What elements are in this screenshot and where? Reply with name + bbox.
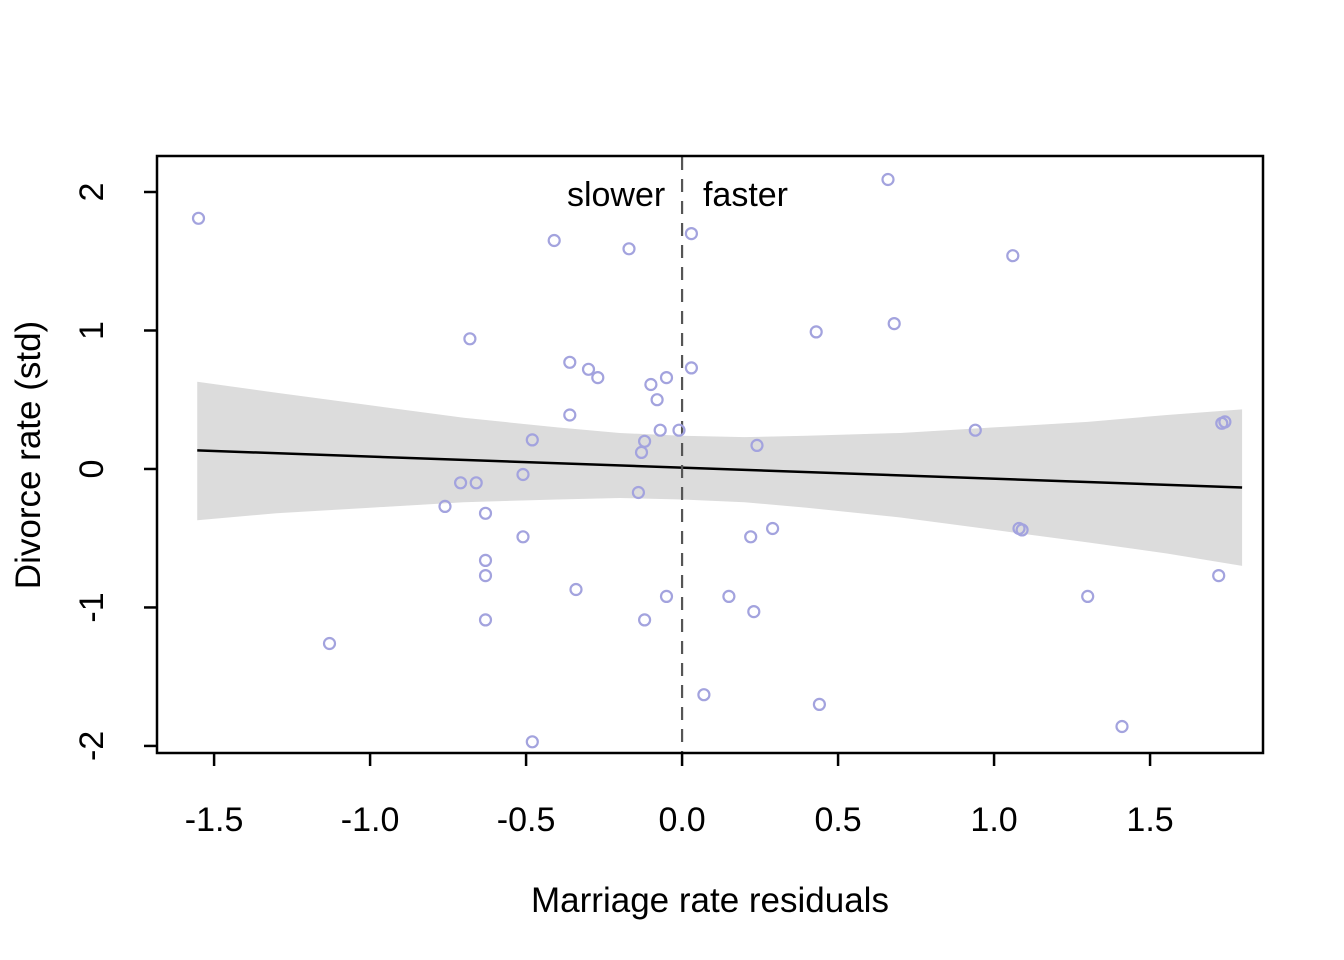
x-tick-label: -1.0	[341, 801, 400, 839]
data-point	[469, 476, 483, 490]
x-tick-label: -1.5	[185, 801, 244, 839]
axes-layer: -1.5 -1.0 -0.5 0.0 0.5 1.0 1.5 -2 -1 0 1 2	[73, 154, 1265, 839]
data-point	[1081, 589, 1095, 604]
x-tick-label: 1.0	[970, 801, 1017, 839]
data-point	[644, 377, 658, 392]
data-point	[516, 530, 530, 544]
data-point	[881, 172, 895, 187]
data-point	[525, 735, 539, 749]
data-point	[563, 355, 577, 369]
data-point	[454, 476, 468, 490]
confidence-band-layer	[197, 381, 1243, 566]
plot-border	[155, 154, 1265, 755]
data-point	[697, 688, 711, 702]
y-tick-label: -1	[73, 592, 111, 622]
x-tick-label: -0.5	[497, 801, 556, 839]
data-point	[659, 371, 674, 385]
y-tick-label: 0	[73, 460, 111, 479]
y-tick-label: -2	[73, 731, 111, 761]
data-point	[1006, 249, 1020, 263]
data-point	[659, 589, 674, 604]
data-point	[722, 589, 736, 604]
regression-line	[197, 449, 1243, 489]
x-tick-label: 0.0	[658, 801, 705, 839]
data-point	[637, 613, 652, 627]
data-point	[744, 530, 758, 544]
x-tick-label: 0.5	[814, 801, 861, 839]
y-tick-label: 2	[73, 183, 111, 202]
data-point	[1115, 719, 1129, 734]
data-point	[650, 393, 664, 407]
data-point	[750, 438, 764, 452]
data-point	[516, 467, 530, 482]
data-point	[191, 211, 206, 225]
data-point	[581, 362, 596, 376]
y-axis-title: Divorce rate (std)	[9, 321, 48, 589]
data-point	[463, 332, 477, 346]
data-point	[765, 521, 780, 536]
data-point	[438, 499, 452, 513]
data-point	[634, 445, 649, 459]
data-point	[1218, 415, 1232, 429]
annotation-slower: slower	[567, 176, 665, 214]
x-tick-label: 1.5	[1126, 801, 1173, 839]
data-point	[322, 636, 337, 651]
data-point	[478, 506, 493, 520]
data-point	[631, 485, 646, 500]
confidence-band	[197, 381, 1243, 566]
data-point	[684, 227, 699, 241]
data-point	[569, 582, 583, 597]
data-point	[968, 423, 982, 437]
data-point	[809, 325, 823, 339]
annotation-faster: faster	[703, 176, 788, 214]
y-tick-label: 1	[73, 321, 111, 340]
data-point	[478, 553, 493, 568]
data-point	[563, 408, 577, 422]
data-point	[478, 568, 493, 583]
data-point	[547, 233, 561, 248]
points-layer	[191, 172, 1232, 749]
data-point	[478, 613, 493, 627]
data-point	[672, 423, 686, 437]
regression-line-layer	[197, 449, 1243, 489]
x-axis-title: Marriage rate residuals	[531, 881, 889, 920]
data-point	[887, 317, 901, 331]
data-point	[622, 242, 636, 256]
data-point	[684, 361, 699, 375]
data-point	[525, 433, 539, 447]
data-point	[812, 697, 827, 712]
data-point	[591, 371, 605, 385]
data-point	[653, 423, 667, 437]
data-point	[1212, 568, 1226, 583]
data-point	[747, 604, 761, 619]
data-point	[1015, 523, 1029, 537]
